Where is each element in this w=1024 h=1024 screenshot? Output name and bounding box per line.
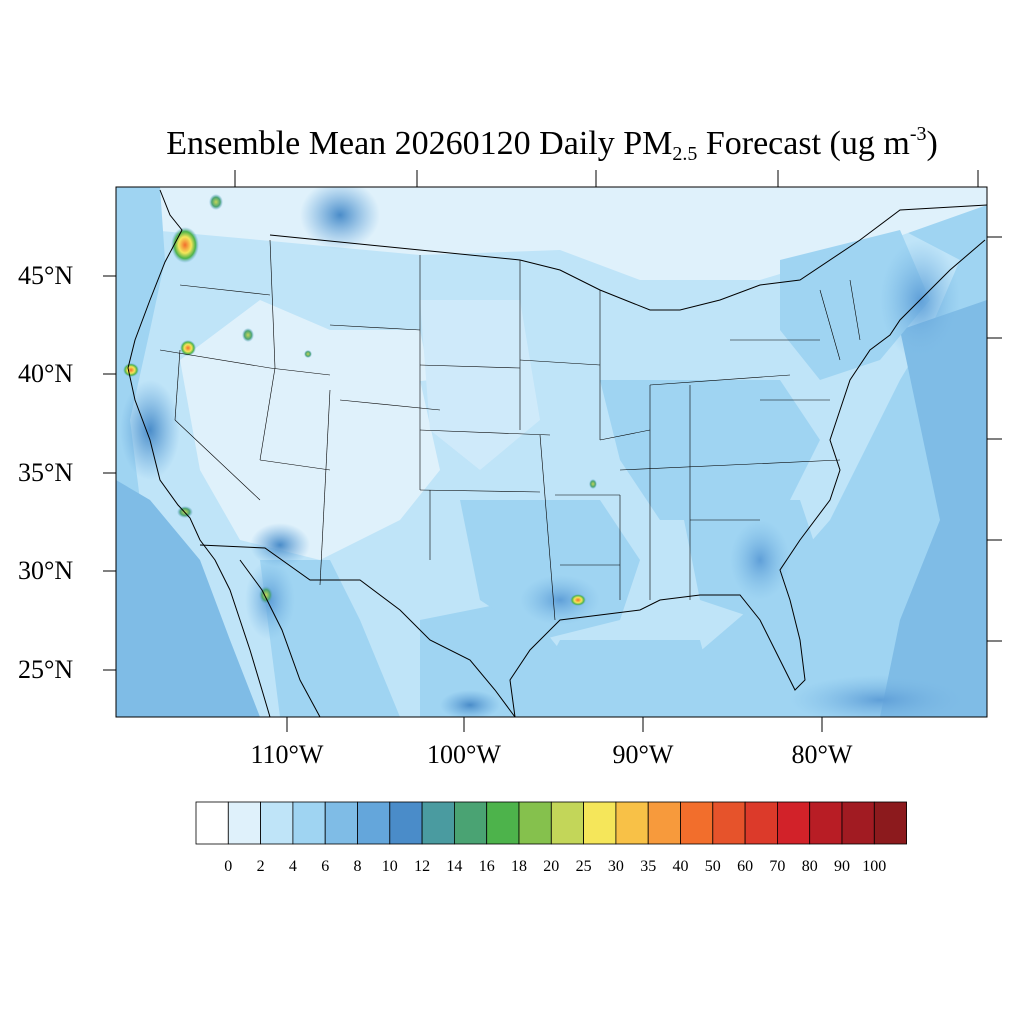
colorbar-tick-label: 30 [607,858,624,875]
colorbar-swatch [260,801,294,845]
colorbar [195,801,907,845]
axis-ticks [103,170,1002,732]
colorbar-swatch [647,801,681,845]
state-borders [159,239,861,621]
colorbar-swatch [712,801,746,845]
colorbar-tick-label: 4 [288,858,297,875]
colorbar-swatch [486,801,520,845]
colorbar-tick-label: 8 [353,858,362,875]
colorbar-tick-label: 0 [224,858,233,875]
map-title: Ensemble Mean 20260120 Daily PM2.5 Forec… [166,123,938,165]
colorbar-tick-label: 18 [511,858,527,875]
colorbar-swatch [421,801,455,845]
colorbar-swatch [583,801,617,845]
lat-label-40n: 40°N [18,359,74,388]
colorbar-swatch [873,801,907,845]
colorbar-swatch [550,801,584,845]
colorbar-swatch [809,801,843,845]
colorbar-tick-label: 40 [672,858,689,875]
colorbar-swatch [357,801,391,845]
colorbar-swatch [389,801,423,845]
concentration-field [116,187,987,717]
colorbar-tick-label: 25 [575,858,592,875]
country-outline [127,189,987,717]
colorbar-tick-label: 70 [769,858,786,875]
colorbar-tick-label: 100 [862,858,887,875]
colorbar-swatch [324,801,358,845]
colorbar-swatch [292,801,326,845]
colorbar-tick-label: 90 [834,858,850,875]
colorbar-swatch [453,801,488,845]
colorbar-swatch [195,801,229,845]
lat-label-30n: 30°N [18,556,74,585]
lat-label-45n: 45°N [18,261,74,290]
colorbar-tick-label: 12 [414,858,431,875]
map-frame [115,186,988,718]
colorbar-tick-label: 20 [543,858,560,875]
colorbar-swatch [777,801,811,845]
lon-label-110w: 110°W [250,740,324,769]
lon-label-80w: 80°W [791,740,853,769]
lon-label-100w: 100°W [427,740,501,769]
colorbar-tick-label: 16 [478,858,495,875]
lat-label-35n: 35°N [18,458,74,487]
colorbar-swatch [680,801,714,845]
colorbar-tick-label: 60 [737,858,754,875]
colorbar-tick-label: 50 [704,858,721,875]
colorbar-swatch [744,801,778,845]
colorbar-tick-label: 35 [640,858,657,875]
colorbar-swatch [518,801,552,845]
colorbar-tick-label: 80 [801,858,818,875]
lon-label-90w: 90°W [612,740,674,769]
colorbar-swatch [227,801,261,845]
colorbar-tick-label: 6 [321,858,330,875]
colorbar-tick-label: 14 [446,858,463,875]
colorbar-tick-label: 10 [381,858,398,875]
lat-label-25n: 25°N [18,655,74,684]
colorbar-swatch [841,801,875,845]
colorbar-tick-label: 2 [256,858,265,875]
colorbar-swatch [615,801,649,845]
